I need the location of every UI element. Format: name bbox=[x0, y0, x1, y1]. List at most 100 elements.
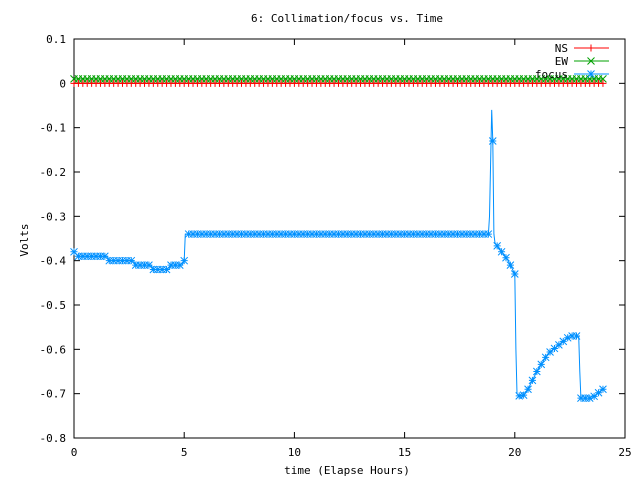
data-point bbox=[599, 75, 607, 83]
legend-label: NS bbox=[555, 42, 568, 55]
data-point bbox=[118, 256, 127, 265]
x-tick-label: 25 bbox=[618, 446, 631, 459]
y-axis-label: Volts bbox=[18, 223, 31, 256]
data-point bbox=[440, 230, 449, 238]
data-point bbox=[109, 256, 118, 265]
data-point bbox=[87, 252, 96, 261]
y-tick-label: -0.7 bbox=[40, 388, 67, 401]
data-point bbox=[418, 230, 427, 238]
data-point bbox=[396, 230, 405, 238]
x-tick-label: 10 bbox=[288, 446, 301, 459]
data-point bbox=[413, 230, 422, 238]
data-point bbox=[131, 261, 140, 269]
data-point bbox=[281, 230, 290, 238]
data-point bbox=[343, 230, 352, 238]
data-point bbox=[559, 337, 568, 346]
y-tick-label: -0.6 bbox=[40, 343, 67, 356]
data-point bbox=[83, 252, 92, 261]
data-point bbox=[105, 256, 114, 265]
data-point bbox=[400, 230, 409, 238]
data-point bbox=[484, 230, 493, 238]
data-point bbox=[202, 230, 211, 238]
chart-title: 6: Collimation/focus vs. Time bbox=[251, 12, 443, 25]
data-point bbox=[330, 230, 338, 238]
data-point bbox=[158, 265, 167, 274]
data-point bbox=[325, 230, 334, 238]
y-tick-label: -0.8 bbox=[40, 432, 67, 445]
data-point bbox=[488, 137, 497, 145]
data-point bbox=[114, 256, 122, 265]
data-point bbox=[237, 230, 246, 238]
data-point bbox=[599, 385, 607, 394]
data-point bbox=[96, 252, 105, 261]
data-point bbox=[215, 230, 224, 238]
data-point bbox=[546, 348, 554, 356]
data-point bbox=[515, 392, 524, 400]
legend-marker bbox=[587, 44, 595, 52]
data-point bbox=[427, 230, 435, 238]
x-tick-label: 20 bbox=[508, 446, 521, 459]
data-point bbox=[361, 230, 369, 238]
data-point bbox=[286, 230, 294, 238]
data-point bbox=[537, 360, 546, 369]
data-point bbox=[145, 261, 153, 269]
data-point bbox=[563, 333, 572, 342]
data-point bbox=[550, 344, 559, 353]
data-point bbox=[572, 332, 581, 340]
data-point bbox=[480, 230, 488, 238]
series-focus bbox=[70, 109, 607, 402]
data-point bbox=[510, 270, 519, 278]
data-point bbox=[211, 230, 219, 238]
data-point bbox=[123, 256, 131, 265]
data-point bbox=[334, 230, 343, 238]
data-point bbox=[171, 261, 180, 269]
data-point bbox=[431, 230, 440, 238]
data-point bbox=[167, 261, 175, 269]
data-point bbox=[378, 230, 387, 238]
x-tick-label: 15 bbox=[398, 446, 411, 459]
data-point bbox=[290, 230, 299, 238]
data-point bbox=[78, 252, 87, 261]
data-point bbox=[127, 256, 136, 265]
data-point bbox=[149, 265, 158, 274]
data-point bbox=[458, 230, 466, 238]
data-point bbox=[347, 230, 356, 238]
data-point bbox=[189, 230, 197, 238]
data-point bbox=[224, 230, 233, 238]
data-point bbox=[268, 230, 277, 238]
y-tick-label: -0.2 bbox=[40, 166, 67, 179]
data-point bbox=[409, 230, 418, 238]
data-point bbox=[356, 230, 365, 238]
data-point bbox=[74, 252, 83, 261]
data-point bbox=[471, 230, 479, 238]
data-point bbox=[555, 341, 563, 349]
data-point bbox=[506, 261, 515, 269]
data-point bbox=[444, 230, 453, 238]
data-point bbox=[493, 242, 502, 250]
data-point bbox=[352, 230, 360, 238]
data-point bbox=[180, 256, 189, 265]
data-point bbox=[321, 230, 330, 238]
data-point bbox=[369, 230, 378, 238]
series-ns bbox=[70, 79, 607, 87]
data-point bbox=[449, 230, 457, 238]
data-point bbox=[594, 388, 603, 397]
data-point bbox=[250, 230, 259, 238]
x-tick-label: 5 bbox=[181, 446, 188, 459]
data-point bbox=[197, 230, 206, 238]
series-line bbox=[73, 109, 604, 399]
data-point bbox=[387, 230, 396, 238]
data-point bbox=[259, 230, 268, 238]
legend-item: NS bbox=[555, 42, 609, 55]
data-point bbox=[405, 230, 413, 238]
data-point bbox=[303, 230, 312, 238]
plot-area bbox=[73, 38, 626, 439]
data-point bbox=[524, 385, 532, 394]
data-point bbox=[255, 230, 263, 238]
data-point bbox=[206, 230, 215, 238]
data-point bbox=[140, 261, 149, 269]
axis-ticks: 0 5 10 15 20 25 0.1 0 -0.1 -0.2 -0.3 -0.4 -0.5 -0.6 -0… bbox=[40, 33, 632, 459]
legend-marker bbox=[587, 57, 595, 65]
data-point bbox=[92, 252, 100, 261]
